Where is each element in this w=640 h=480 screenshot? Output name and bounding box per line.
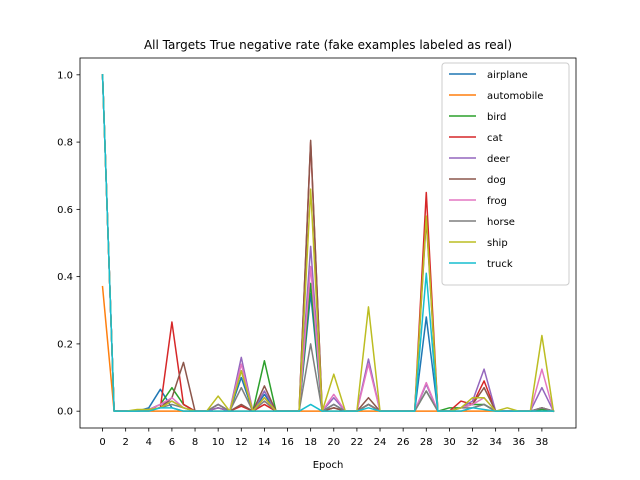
- series-layer: [101, 74, 555, 413]
- series-line-frog: [101, 74, 555, 413]
- x-tick-label: 20: [327, 437, 340, 448]
- x-tick-label: 38: [536, 437, 549, 448]
- x-tick-label: 18: [304, 437, 317, 448]
- series-line-dog: [101, 74, 555, 413]
- x-tick-label: 12: [235, 437, 248, 448]
- x-tick-label: 26: [397, 437, 410, 448]
- series-line-ship: [101, 74, 555, 413]
- legend-label-automobile: automobile: [487, 91, 543, 102]
- y-tick-label: 1.0: [57, 70, 73, 81]
- x-tick-label: 16: [281, 437, 294, 448]
- x-tick-label: 28: [420, 437, 433, 448]
- legend-label-frog: frog: [487, 196, 507, 207]
- legend: airplane automobile bird cat deer dog frog hors…: [441, 62, 570, 286]
- x-axis: 0 2 4 6 8 10 12 14 16 18 20 22 24 26 28 30 32 34 36 38: [99, 428, 548, 448]
- x-tick-label: 24: [374, 437, 387, 448]
- legend-label-airplane: airplane: [487, 70, 528, 81]
- x-axis-label: Epoch: [313, 460, 344, 471]
- x-tick-label: 14: [258, 437, 271, 448]
- legend-label-cat: cat: [487, 133, 503, 144]
- x-tick-label: 2: [122, 437, 128, 448]
- legend-label-deer: deer: [487, 154, 511, 165]
- x-tick-label: 36: [512, 437, 525, 448]
- x-tick-label: 4: [146, 437, 152, 448]
- y-axis: 0.0 0.2 0.4 0.6 0.8 1.0: [57, 70, 80, 418]
- legend-box: [441, 62, 570, 286]
- x-tick-label: 32: [466, 437, 479, 448]
- y-tick-label: 0.6: [57, 205, 73, 216]
- legend-label-truck: truck: [487, 259, 513, 270]
- legend-label-horse: horse: [487, 217, 515, 228]
- chart-title: All Targets True negative rate (fake exa…: [144, 38, 512, 52]
- x-tick-label: 34: [489, 437, 502, 448]
- y-tick-label: 0.0: [57, 407, 73, 418]
- plot-frame: [79, 57, 577, 429]
- x-tick-label: 0: [99, 437, 105, 448]
- x-tick-label: 30: [443, 437, 456, 448]
- x-tick-label: 22: [351, 437, 364, 448]
- y-tick-label: 0.4: [57, 272, 73, 283]
- series-line-horse: [101, 74, 555, 413]
- legend-label-ship: ship: [487, 238, 508, 249]
- legend-label-dog: dog: [487, 175, 506, 186]
- x-tick-label: 10: [212, 437, 225, 448]
- y-tick-label: 0.2: [57, 339, 73, 350]
- x-tick-label: 8: [192, 437, 198, 448]
- x-tick-label: 6: [169, 437, 175, 448]
- series-line-truck: [101, 74, 555, 412]
- y-tick-label: 0.8: [57, 138, 73, 149]
- legend-label-bird: bird: [487, 112, 506, 123]
